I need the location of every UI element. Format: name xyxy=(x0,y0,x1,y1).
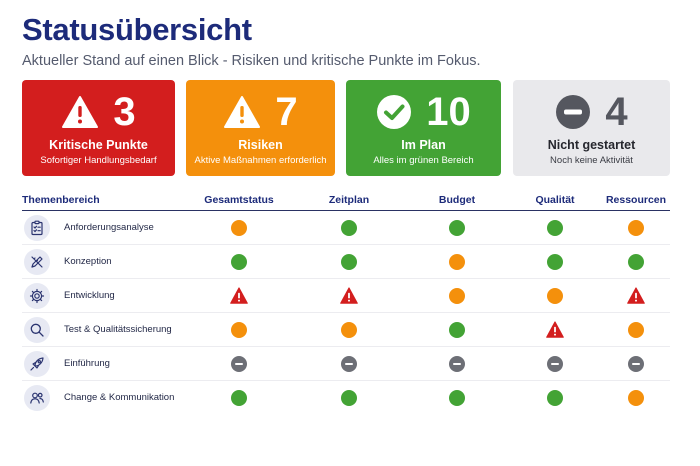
status-not-started-icon[interactable] xyxy=(448,355,466,373)
pencil-ruler-icon xyxy=(24,249,50,275)
status-risk-dot[interactable] xyxy=(448,287,466,305)
status-critical-warning-icon[interactable] xyxy=(230,287,248,305)
table-row[interactable]: Test & Qualitätssicherung xyxy=(22,313,670,347)
row-label: Anforderungsanalyse xyxy=(64,222,154,233)
status-risk-dot[interactable] xyxy=(340,321,358,339)
risks-sub: Aktive Maßnahmen erforderlich xyxy=(194,155,327,166)
not-started-sub: Noch keine Aktivität xyxy=(550,155,633,166)
warning-triangle-icon xyxy=(62,96,99,128)
card-critical[interactable]: 3 Kritische Punkte Sofortiger Handlungsb… xyxy=(22,80,175,176)
status-ok-dot[interactable] xyxy=(448,219,466,237)
not-started-label: Nicht gestartet xyxy=(547,138,636,152)
row-label: Test & Qualitätssicherung xyxy=(64,324,172,335)
clipboard-checklist-icon xyxy=(24,215,50,241)
gear-icon xyxy=(24,283,50,309)
column-header-quality[interactable]: Qualität xyxy=(535,194,575,206)
not-started-count: 4 xyxy=(605,90,628,134)
row-label: Konzeption xyxy=(64,256,112,267)
status-risk-dot[interactable] xyxy=(230,219,248,237)
on-plan-count: 10 xyxy=(426,90,471,134)
status-ok-dot[interactable] xyxy=(448,389,466,407)
card-on-plan[interactable]: 10 Im Plan Alles im grünen Bereich xyxy=(346,80,501,176)
card-not-started[interactable]: 4 Nicht gestartet Noch keine Aktivität xyxy=(513,80,670,176)
row-label: Einführung xyxy=(64,358,110,369)
status-critical-warning-icon[interactable] xyxy=(627,287,645,305)
on-plan-sub: Alles im grünen Bereich xyxy=(373,155,474,166)
status-ok-dot[interactable] xyxy=(230,253,248,271)
column-header-budget[interactable]: Budget xyxy=(438,194,476,206)
table-row[interactable]: Entwicklung xyxy=(22,279,670,313)
table-row[interactable]: Konzeption xyxy=(22,245,670,279)
status-risk-dot[interactable] xyxy=(627,219,645,237)
critical-count: 3 xyxy=(113,90,136,134)
status-ok-dot[interactable] xyxy=(230,389,248,407)
status-ok-dot[interactable] xyxy=(546,219,564,237)
status-not-started-icon[interactable] xyxy=(546,355,564,373)
page-title: Statusübersicht xyxy=(22,12,252,47)
status-risk-dot[interactable] xyxy=(230,321,248,339)
column-header-topic[interactable]: Themenbereich xyxy=(22,194,100,206)
status-not-started-icon[interactable] xyxy=(230,355,248,373)
summary-cards: 3 Kritische Punkte Sofortiger Handlungsb… xyxy=(22,80,670,176)
risks-label: Risiken xyxy=(238,138,283,152)
status-risk-dot[interactable] xyxy=(546,287,564,305)
status-not-started-icon[interactable] xyxy=(340,355,358,373)
table-row[interactable]: Anforderungsanalyse xyxy=(22,211,670,245)
people-icon xyxy=(24,385,50,411)
status-ok-dot[interactable] xyxy=(340,219,358,237)
warning-triangle-icon xyxy=(224,96,261,128)
column-header-overall[interactable]: Gesamtstatus xyxy=(204,194,274,206)
column-header-schedule[interactable]: Zeitplan xyxy=(328,194,370,206)
table-row[interactable]: Change & Kommunikation xyxy=(22,381,670,415)
status-risk-dot[interactable] xyxy=(448,253,466,271)
magnifier-icon xyxy=(24,317,50,343)
critical-label: Kritische Punkte xyxy=(49,138,148,152)
rocket-icon xyxy=(24,351,50,377)
minus-circle-icon xyxy=(556,95,591,129)
status-risk-dot[interactable] xyxy=(627,389,645,407)
status-ok-dot[interactable] xyxy=(546,389,564,407)
status-table: Themenbereich Gesamtstatus Zeitplan Budg… xyxy=(22,189,670,415)
critical-sub: Sofortiger Handlungsbedarf xyxy=(40,155,157,166)
page-subtitle: Aktueller Stand auf einen Blick - Risike… xyxy=(22,53,481,69)
status-risk-dot[interactable] xyxy=(627,321,645,339)
status-critical-warning-icon[interactable] xyxy=(340,287,358,305)
risks-count: 7 xyxy=(275,90,298,134)
checkmark-circle-icon xyxy=(377,95,412,129)
table-row[interactable]: Einführung xyxy=(22,347,670,381)
status-ok-dot[interactable] xyxy=(627,253,645,271)
row-label: Change & Kommunikation xyxy=(64,392,175,403)
status-critical-warning-icon[interactable] xyxy=(546,321,564,339)
status-ok-dot[interactable] xyxy=(546,253,564,271)
column-header-resources[interactable]: Ressourcen xyxy=(605,194,667,206)
status-ok-dot[interactable] xyxy=(448,321,466,339)
status-ok-dot[interactable] xyxy=(340,389,358,407)
table-header: Themenbereich Gesamtstatus Zeitplan Budg… xyxy=(22,189,670,211)
row-label: Entwicklung xyxy=(64,290,115,301)
on-plan-label: Im Plan xyxy=(401,138,446,152)
status-ok-dot[interactable] xyxy=(340,253,358,271)
card-risks[interactable]: 7 Risiken Aktive Maßnahmen erforderlich xyxy=(186,80,335,176)
status-not-started-icon[interactable] xyxy=(627,355,645,373)
